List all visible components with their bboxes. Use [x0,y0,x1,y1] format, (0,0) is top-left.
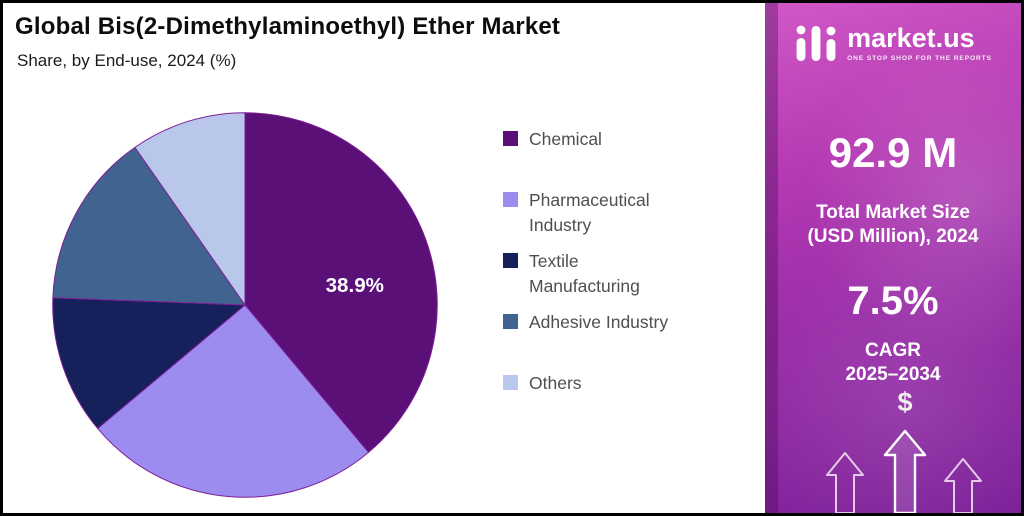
legend-swatch [503,131,518,146]
market-size-label-line2: (USD Million), 2024 [807,226,979,248]
legend-label: Others [529,373,582,393]
brand-text: market.us ONE STOP SHOP FOR THE REPORTS [847,22,992,62]
cagr-value: 7.5% [847,279,939,323]
legend-label: Adhesive Industry [529,312,669,332]
chart-title: Global Bis(2-Dimethylaminoethyl) Ether M… [15,13,561,40]
chart-section: Global Bis(2-Dimethylaminoethyl) Ether M… [3,3,765,513]
pie-slice-pharmaceutical-industry [96,304,370,498]
pie-chart: 38.9% [52,112,438,498]
pie-slice-adhesive-industry [52,146,246,306]
market-size-label-line1: Total Market Size [816,202,970,223]
cagr-label-line2: 2025–2034 [845,364,941,386]
legend-swatch [503,314,518,329]
legend-item: Textile Manufacturing [503,249,691,310]
brand-name: market.us [847,22,975,53]
market-us-logo-icon [796,25,836,61]
growth-arrows-icon [826,429,982,513]
brand-panel: market.us ONE STOP SHOP FOR THE REPORTS … [765,3,1021,513]
brand-logo: market.us ONE STOP SHOP FOR THE REPORTS [765,23,1021,63]
dollar-icon: $ [897,387,913,417]
legend-item: Chemical [503,127,691,188]
pie-slice-textile-manufacturing [52,297,247,430]
legend-label: Textile Manufacturing [529,251,640,296]
legend-item: Others [503,371,691,432]
market-size-label: Total Market Size (USD Million), 2024 [765,201,1021,250]
pie-data-label: 38.9% [326,274,384,297]
market-size-value: 92.9 M [828,129,958,176]
pie-slice-others [134,112,246,307]
chart-subtitle: Share, by End-use, 2024 (%) [17,51,237,70]
legend-swatch [503,192,518,207]
legend-label: Chemical [529,129,602,149]
cagr-label-line1: CAGR [865,340,921,361]
legend-item: Pharmaceutical Industry [503,188,691,249]
legend-swatch [503,253,518,268]
brand-tagline: ONE STOP SHOP FOR THE REPORTS [847,54,992,62]
legend-item: Adhesive Industry [503,310,691,371]
cagr-label: CAGR 2025–2034 [765,339,1021,388]
legend-swatch [503,375,518,390]
pie-slice-chemical [244,112,438,454]
legend-label: Pharmaceutical Industry [529,190,650,235]
legend: Chemical Pharmaceutical Industry Textile M… [503,127,691,432]
